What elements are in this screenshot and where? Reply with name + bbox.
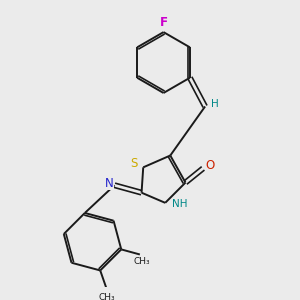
Text: NH: NH (172, 199, 187, 208)
Text: N: N (105, 177, 114, 190)
Text: O: O (205, 159, 214, 172)
Text: F: F (160, 16, 167, 29)
Text: H: H (212, 99, 219, 109)
Text: CH₃: CH₃ (133, 257, 150, 266)
Text: CH₃: CH₃ (98, 293, 115, 300)
Text: S: S (130, 158, 137, 170)
